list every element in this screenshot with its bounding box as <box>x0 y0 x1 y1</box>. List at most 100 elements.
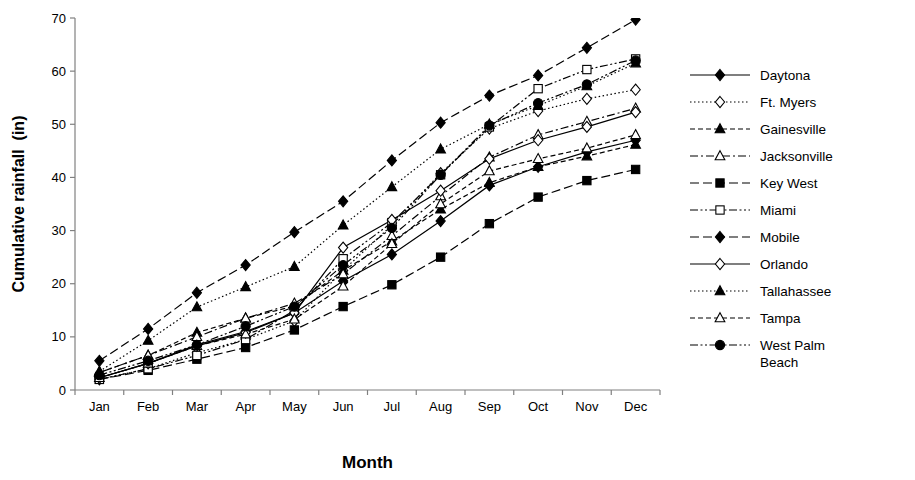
data-point <box>387 155 396 166</box>
data-point <box>485 220 493 228</box>
data-point <box>436 117 445 128</box>
data-point <box>631 84 640 95</box>
y-tick <box>70 124 75 125</box>
y-tick-label: 0 <box>59 383 66 398</box>
chart-container: 010203040506070JanFebMarAprMayJunJulAugS… <box>0 0 915 480</box>
x-tick <box>172 390 173 395</box>
data-point <box>436 199 446 208</box>
data-point <box>192 341 202 350</box>
data-point <box>436 168 445 179</box>
legend: DaytonaFt. MyersGainesvilleJacksonvilleK… <box>690 68 833 370</box>
y-tick <box>70 283 75 284</box>
x-tick <box>611 390 612 395</box>
series-line <box>99 61 635 376</box>
data-point <box>241 313 251 322</box>
data-point <box>143 335 153 344</box>
y-axis-title: Cumulative rainfall (in) <box>10 116 27 293</box>
legend-label: Jacksonville <box>760 149 833 164</box>
legend-marker <box>715 340 724 349</box>
x-tick-label: Nov <box>575 399 599 414</box>
y-tick <box>70 71 75 72</box>
data-point <box>339 242 348 253</box>
data-point <box>338 220 348 229</box>
legend-marker <box>715 69 724 80</box>
data-point <box>388 281 396 289</box>
x-tick-label: Feb <box>137 399 159 414</box>
data-point <box>144 356 153 365</box>
data-point <box>241 313 251 322</box>
y-axis-line <box>74 18 75 390</box>
legend-marker <box>715 151 725 160</box>
data-point <box>387 249 396 260</box>
data-point <box>485 177 495 186</box>
legend-label: Orlando <box>760 257 808 272</box>
x-tick-label: Jun <box>333 399 354 414</box>
legend-marker <box>715 96 724 107</box>
legend-marker <box>715 286 725 295</box>
x-tick <box>269 390 270 395</box>
data-point <box>144 323 153 334</box>
series-group <box>95 18 641 385</box>
data-point <box>338 281 348 290</box>
legend-label: Key West <box>760 176 818 191</box>
x-tick-label: Apr <box>236 399 257 414</box>
x-tick-label: Jul <box>384 399 401 414</box>
data-point <box>436 144 446 153</box>
data-point <box>436 170 445 179</box>
data-point <box>387 223 396 232</box>
y-tick-label: 50 <box>52 117 66 132</box>
data-point <box>485 90 494 101</box>
data-point <box>436 185 445 196</box>
data-point <box>387 239 397 248</box>
data-point <box>339 261 348 270</box>
data-point <box>95 371 104 380</box>
data-point <box>436 253 444 261</box>
series-line <box>99 59 635 379</box>
series-line <box>99 20 635 361</box>
x-tick <box>513 390 514 395</box>
legend-marker <box>715 124 725 133</box>
data-point <box>631 18 640 25</box>
data-point <box>583 65 591 73</box>
legend-label: Miami <box>760 203 796 218</box>
series-line <box>99 63 635 371</box>
data-point <box>582 42 591 53</box>
data-point <box>192 339 201 350</box>
legend-marker <box>715 313 725 322</box>
data-point <box>193 351 201 359</box>
x-tick-label: May <box>282 399 307 414</box>
x-tick <box>123 390 124 395</box>
legend-marker <box>715 231 724 242</box>
data-point <box>192 287 201 298</box>
x-tick <box>367 390 368 395</box>
data-point <box>241 343 249 351</box>
data-point <box>241 322 250 331</box>
data-point <box>582 121 591 132</box>
series-line <box>99 144 635 372</box>
data-point <box>631 165 639 173</box>
data-point <box>290 302 299 311</box>
data-point <box>387 182 397 191</box>
y-tick-label: 30 <box>52 223 66 238</box>
legend-label: Ft. Myers <box>760 95 816 110</box>
data-point <box>534 70 543 81</box>
y-tick-label: 70 <box>52 11 66 26</box>
data-point <box>192 340 201 349</box>
data-point <box>485 166 495 175</box>
data-point <box>534 85 542 93</box>
data-point <box>631 130 641 139</box>
data-point <box>534 193 542 201</box>
series-line <box>99 140 635 378</box>
x-tick-label: Dec <box>624 399 648 414</box>
data-point <box>631 139 641 148</box>
legend-label-line: West Palm <box>760 338 825 353</box>
data-point <box>95 355 104 366</box>
y-tick <box>70 389 75 390</box>
legend-marker <box>716 206 724 214</box>
x-tick-label: Jan <box>89 399 110 414</box>
data-point <box>583 176 591 184</box>
y-tick <box>70 336 75 337</box>
x-tick <box>221 390 222 395</box>
data-point <box>436 171 444 179</box>
data-point <box>290 227 299 238</box>
